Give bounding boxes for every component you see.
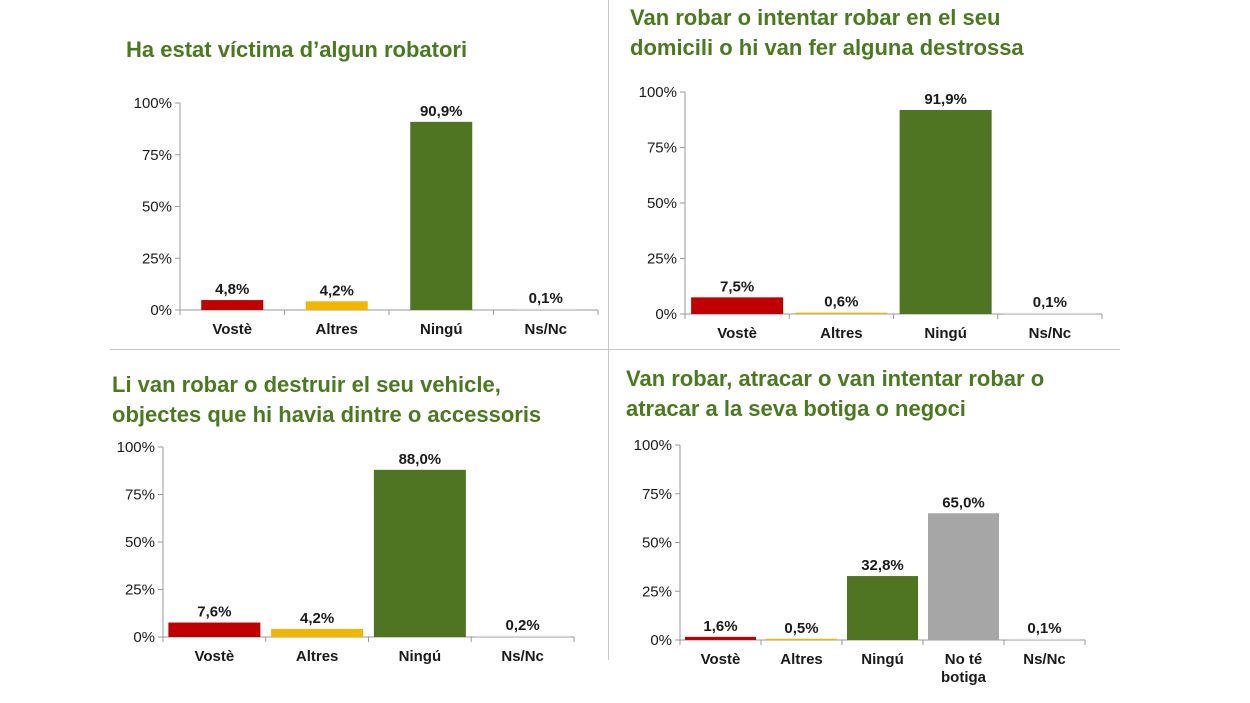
chart-1-value-label-4: 0,1% bbox=[529, 290, 563, 307]
chart-4-category-label-2: Altres bbox=[780, 651, 823, 668]
chart-3-y-tick-label: 75% bbox=[125, 487, 155, 504]
chart-3-category-label-1: Vostè bbox=[195, 648, 235, 665]
chart-2-bar-2 bbox=[795, 312, 888, 314]
chart-3-value-label-4: 0,2% bbox=[506, 617, 540, 634]
chart-1-category-label-4: Ns/Nc bbox=[524, 321, 567, 338]
chart-2-y-tick-label: 100% bbox=[639, 84, 677, 101]
chart-1-category-label-1: Vostè bbox=[212, 321, 252, 338]
chart-2-title: Van robar o intentar robar en el seu dom… bbox=[630, 5, 1024, 60]
chart-2-bar-3 bbox=[899, 109, 992, 315]
chart-1-y-tick-label: 25% bbox=[142, 250, 172, 267]
chart-1-bar-1 bbox=[201, 300, 264, 310]
chart-2-bar-4 bbox=[1003, 312, 1096, 314]
chart-2-category-label-1: Vostè bbox=[717, 325, 757, 342]
chart-1-value-label-3: 90,9% bbox=[420, 103, 463, 120]
chart-1-y-tick-label: 0% bbox=[150, 302, 172, 319]
chart-4-value-label-4: 65,0% bbox=[942, 494, 985, 511]
chart-2-y-tick-label: 0% bbox=[655, 306, 677, 323]
chart-3-y-tick-label: 25% bbox=[125, 582, 155, 599]
chart-4-value-label-2: 0,5% bbox=[784, 620, 818, 637]
chart-3-value-label-3: 88,0% bbox=[399, 451, 442, 468]
chart-1-bar-2 bbox=[305, 301, 368, 310]
chart-2-category-label-4: Ns/Nc bbox=[1029, 325, 1072, 342]
chart-2-y-tick-label: 25% bbox=[647, 251, 677, 268]
chart-4-bar-1 bbox=[685, 636, 756, 640]
chart-1-title: Ha estat víctima d’algun robatori bbox=[126, 37, 468, 62]
chart-1-y-tick-label: 50% bbox=[142, 199, 172, 216]
chart-4-category-label-1: Vostè bbox=[701, 651, 741, 668]
chart-1-category-label-3: Ningú bbox=[420, 321, 463, 338]
chart-3-title: Li van robar o destruir el seu vehicle, … bbox=[112, 372, 542, 427]
chart-3-category-label-3: Ningú bbox=[399, 648, 442, 665]
chart-4-y-tick-label: 50% bbox=[642, 535, 672, 552]
chart-4-category-label-5: Ns/Nc bbox=[1023, 651, 1066, 668]
chart-1-bar-4 bbox=[514, 308, 577, 310]
chart-2-value-label-2: 0,6% bbox=[824, 294, 858, 311]
chart-4-y-tick-label: 0% bbox=[650, 632, 672, 649]
chart-4-value-label-1: 1,6% bbox=[703, 618, 737, 635]
chart-4-bar-3 bbox=[847, 576, 918, 640]
chart-2-value-label-4: 0,1% bbox=[1033, 294, 1067, 311]
chart-2-category-label-3: Ningú bbox=[924, 325, 967, 342]
chart-3-y-tick-label: 100% bbox=[117, 439, 155, 456]
chart-4-value-label-3: 32,8% bbox=[861, 557, 904, 574]
chart-4-bar-4 bbox=[928, 513, 999, 640]
chart-3-y-tick-label: 0% bbox=[133, 629, 155, 646]
chart-3-bar-1 bbox=[168, 622, 261, 637]
chart-1-category-label-2: Altres bbox=[315, 321, 358, 338]
chart-4-category-label-3: Ningú bbox=[861, 651, 904, 668]
chart-1-y-tick-label: 100% bbox=[134, 95, 172, 112]
chart-4-y-tick-label: 75% bbox=[642, 486, 672, 503]
chart-4-bar-2 bbox=[766, 638, 837, 640]
chart-4-y-tick-label: 100% bbox=[634, 437, 672, 454]
chart-4-bar-5 bbox=[1009, 638, 1080, 640]
chart-4-value-label-5: 0,1% bbox=[1027, 620, 1061, 637]
chart-3-value-label-2: 4,2% bbox=[300, 610, 334, 627]
chart-1-value-label-2: 4,2% bbox=[320, 282, 354, 299]
chart-4-title: Van robar, atracar o van intentar robar … bbox=[626, 366, 1045, 421]
chart-2-y-tick-label: 75% bbox=[647, 140, 677, 157]
chart-3-category-label-4: Ns/Nc bbox=[501, 648, 544, 665]
chart-3-bar-4 bbox=[476, 635, 569, 637]
chart-4-y-tick-label: 25% bbox=[642, 583, 672, 600]
chart-2-y-tick-label: 50% bbox=[647, 195, 677, 212]
chart-3-bar-3 bbox=[373, 469, 466, 637]
chart-1-y-tick-label: 75% bbox=[142, 147, 172, 164]
chart-3-category-label-2: Altres bbox=[296, 648, 339, 665]
vertical-divider bbox=[608, 0, 609, 660]
chart-3-value-label-1: 7,6% bbox=[197, 604, 231, 621]
chart-4-category-label-4: No té botiga bbox=[941, 651, 987, 686]
chart-2-bar-1 bbox=[691, 297, 784, 314]
chart-3-y-tick-label: 50% bbox=[125, 534, 155, 551]
chart-1-value-label-1: 4,8% bbox=[215, 281, 249, 298]
chart-2-value-label-3: 91,9% bbox=[924, 91, 967, 108]
chart-3-bar-2 bbox=[271, 629, 364, 637]
chart-2-category-label-2: Altres bbox=[820, 325, 863, 342]
chart-1-bar-3 bbox=[410, 121, 473, 310]
chart-2-value-label-1: 7,5% bbox=[720, 278, 754, 295]
horizontal-divider bbox=[110, 349, 1120, 350]
